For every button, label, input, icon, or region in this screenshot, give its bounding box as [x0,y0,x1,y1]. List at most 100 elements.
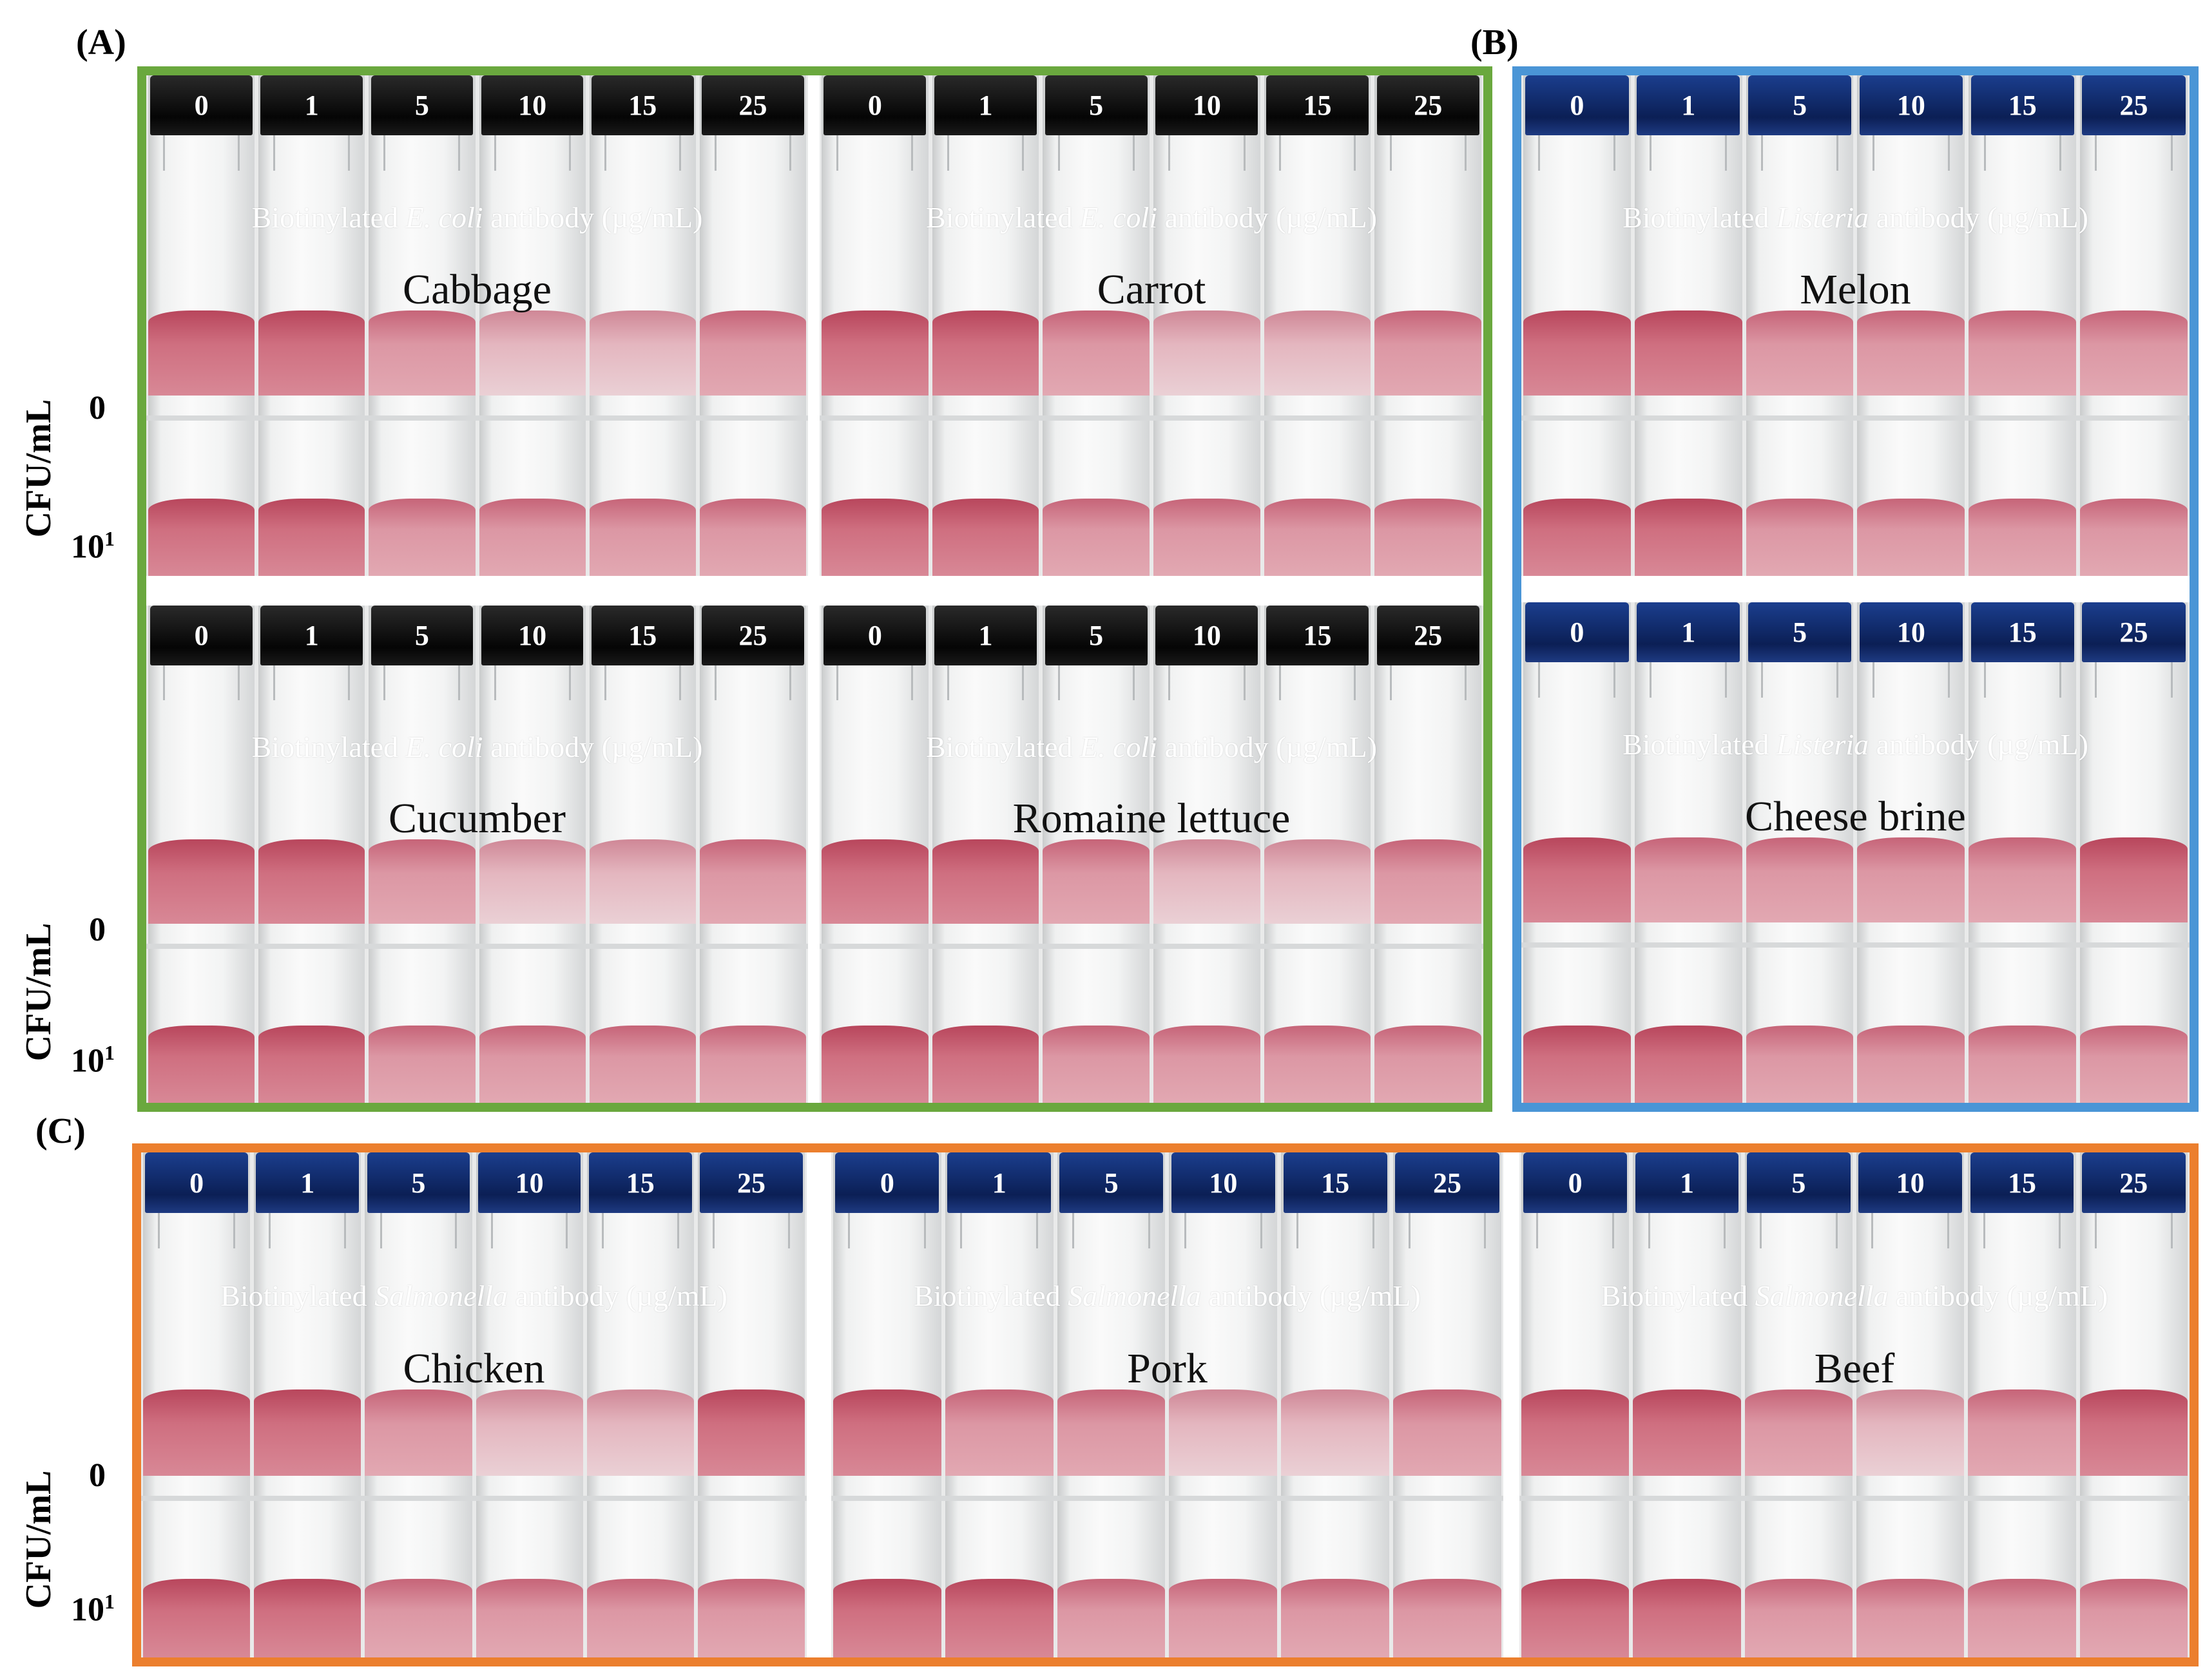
liquid-zero-cfu [1744,1389,1853,1476]
vial-cap-label: 15 [1266,606,1369,665]
vial-cap-label: 15 [1970,1152,2074,1214]
vial-cap-label: 0 [1525,75,1629,136]
liquid-ten-cfu [1043,498,1150,576]
vial-neck [163,665,240,700]
vial-cap-label: 5 [1059,1152,1164,1214]
vial-neck [1872,135,1950,171]
vial: 1 [1634,602,1742,1103]
vial-cap-label: 15 [589,1152,692,1214]
vial-cap-label: 5 [371,606,474,665]
liquid-zero-cfu [369,839,476,924]
liquid-ten-cfu [1746,498,1854,576]
liquid-ten-cfu [1744,1579,1853,1657]
liquid-ten-cfu [365,1579,472,1657]
vial-neck [848,1213,927,1248]
vial-neck [383,665,461,700]
vial-cap-label: 25 [700,1152,803,1214]
sample-label-cucumber: Cucumber [389,795,566,843]
liquid-zero-cfu [586,1389,694,1476]
vial-photo-cabbage: 0 1 5 10 15 25 Biotinylated E. coli antibody … [146,75,808,576]
vial: 15 [1969,602,2077,1103]
liquid-zero-cfu [1857,310,1965,396]
vial-neck [1278,665,1356,700]
row-divider [146,943,808,949]
vial-neck [1760,1213,1838,1248]
vial-neck [1536,1213,1614,1248]
vial: 15 [1281,1152,1390,1657]
vial-neck [163,135,240,171]
vial: 5 [1744,1152,1853,1657]
vial-neck [1057,665,1135,700]
liquid-ten-cfu [833,1579,941,1657]
vial-neck [2095,135,2173,171]
vial-cap-label: 0 [145,1152,248,1214]
vial-neck [1168,665,1246,700]
liquid-ten-cfu [143,1579,251,1657]
liquid-ten-cfu [1857,498,1965,576]
sample-label-cheese-brine: Cheese brine [1745,793,1966,841]
liquid-ten-cfu [2080,1025,2188,1103]
liquid-zero-cfu [369,310,476,396]
panel-label-a: (A) [76,23,126,62]
liquid-zero-cfu [589,839,696,924]
liquid-zero-cfu [1633,1389,1741,1476]
liquid-zero-cfu [148,839,255,924]
vial-neck [1648,1213,1726,1248]
conc-label-zero: 0 [89,390,106,426]
antibody-label: Biotinylated Salmonella antibody (µg/mL) [220,1279,727,1312]
vial-cap-label: 1 [934,606,1037,665]
vial-neck [1389,135,1467,171]
liquid-ten-cfu [589,1026,696,1103]
liquid-zero-cfu [2080,310,2188,396]
vial-neck [269,1213,347,1248]
vial-cap-label: 25 [2082,75,2186,136]
conc-label-ten: 101 [71,1590,115,1628]
vial-neck [836,135,914,171]
liquid-zero-cfu [822,310,929,396]
liquid-zero-cfu [1153,310,1260,396]
conc-label-ten: 101 [71,527,115,566]
vial-neck [1983,1213,2061,1248]
vial-cap-label: 10 [1155,75,1258,136]
liquid-ten-cfu [822,498,929,576]
liquid-ten-cfu [1969,1025,2077,1103]
vial-cap-label: 5 [1748,602,1852,663]
vial-neck [494,135,571,171]
vial: 0 [1523,75,1631,576]
liquid-zero-cfu [699,839,807,924]
vial-cap-label: 5 [1747,1152,1851,1214]
vial-cap-label: 1 [260,75,363,136]
vial-cap-label: 0 [835,1152,939,1214]
vial-cap-label: 5 [1748,75,1852,136]
vial-cap-label: 5 [371,75,474,136]
vial: 25 [1374,606,1482,1103]
liquid-ten-cfu [1746,1025,1854,1103]
vial: 1 [1634,75,1742,576]
liquid-ten-cfu [1521,1579,1630,1657]
vial-photo-carrot: 0 1 5 10 15 25 Biotinylated E. coli antibody … [820,75,1483,576]
vial: 10 [1153,606,1260,1103]
liquid-ten-cfu [2080,498,2188,576]
vial-cap-label: 10 [1171,1152,1275,1214]
vial: 1 [1633,1152,1741,1657]
liquid-ten-cfu [697,1579,805,1657]
vial: 1 [258,75,365,576]
liquid-ten-cfu [1281,1579,1390,1657]
liquid-ten-cfu [148,1026,255,1103]
vial: 5 [365,1152,472,1657]
liquid-zero-cfu [1153,839,1260,924]
liquid-ten-cfu [699,1026,807,1103]
liquid-zero-cfu [1281,1389,1390,1476]
row-divider [1521,942,2190,948]
liquid-zero-cfu [1856,1389,1965,1476]
vial-cap-label: 1 [947,1152,1052,1214]
vial-cap-label: 1 [1637,602,1740,663]
vial-cap-label: 15 [591,75,694,136]
vial: 5 [369,75,476,576]
vial-neck [380,1213,457,1248]
vial-neck [947,135,1025,171]
row-divider [1521,415,2190,421]
sample-label-romaine-lettuce: Romaine lettuce [1012,795,1291,843]
vial-photo-cucumber: 0 1 5 10 15 25 Biotinylated E. coli antibody … [146,606,808,1103]
vial-cap-label: 10 [1859,602,1963,663]
